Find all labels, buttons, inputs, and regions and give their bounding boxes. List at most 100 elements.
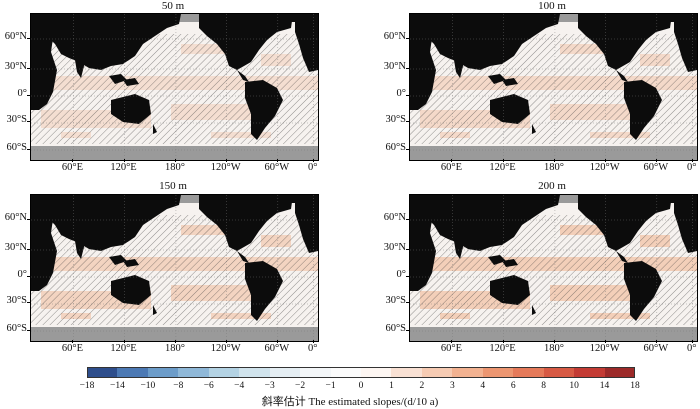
colorbar-tick-label: −18 <box>79 381 95 391</box>
land-mass <box>410 30 436 110</box>
land-mass <box>277 14 299 22</box>
latitude-label: 60°N <box>383 30 406 42</box>
longitude-tick <box>502 340 504 343</box>
latitude-tick <box>406 218 409 220</box>
land-mass <box>31 30 57 110</box>
colorbar-tick-label: −6 <box>203 381 214 391</box>
map-canvas <box>410 195 697 341</box>
longitude-label: 120°W <box>210 343 241 354</box>
panel-title: 150 m <box>159 180 187 192</box>
map-frame <box>409 13 698 161</box>
colorbar-segment <box>361 367 392 378</box>
longitude-label: 60°E <box>61 162 84 173</box>
longitude-label: 120°E <box>489 162 516 173</box>
land-mass <box>578 14 672 70</box>
latitude-label: 60°S <box>385 141 406 153</box>
land-mass <box>532 124 536 134</box>
panel-title: 50 m <box>161 0 185 12</box>
map-frame <box>409 194 698 342</box>
colorbar-tick-label: −14 <box>110 381 125 391</box>
map-frame <box>30 13 319 161</box>
panel-title: 100 m <box>538 0 566 12</box>
colorbar-segment <box>147 367 179 378</box>
land-mass <box>616 70 628 82</box>
land-mass <box>277 195 299 203</box>
latitude-tick <box>27 249 30 251</box>
longitude-tick <box>225 159 227 162</box>
latitude-label: 60°S <box>6 322 27 334</box>
longitude-label: 60°W <box>264 162 290 173</box>
land-mass <box>624 80 662 140</box>
latitude-label: 0° <box>396 268 406 280</box>
longitude-label: 60°E <box>440 343 463 354</box>
longitude-label: 120°W <box>210 162 241 173</box>
colorbar-tick-label: 6 <box>510 381 516 391</box>
longitude-label: 120°E <box>110 162 137 173</box>
sea-ice-mask <box>410 146 697 160</box>
colorbar-segment <box>421 367 453 378</box>
sea-ice-mask <box>410 327 697 341</box>
longitude-tick <box>553 159 555 162</box>
latitude-tick <box>27 329 30 331</box>
land-mass <box>295 14 318 72</box>
longitude-tick <box>553 340 555 343</box>
longitude-tick <box>502 159 504 162</box>
land-mass <box>31 211 57 291</box>
longitude-tick <box>72 159 74 162</box>
longitude-label: 180° <box>543 162 564 173</box>
latitude-label: 30°S <box>385 295 406 307</box>
longitude-tick <box>691 159 693 162</box>
colorbar-tick-label: 18 <box>630 381 640 391</box>
latitude-label: 30°N <box>383 61 406 73</box>
latitude-tick <box>406 302 409 304</box>
land-mass <box>490 275 530 305</box>
map-canvas <box>410 14 697 160</box>
longitude-tick <box>276 340 278 343</box>
latitude-label: 60°N <box>4 211 27 223</box>
colorbar-tick-label: 14 <box>599 381 610 391</box>
colorbar-tick-label: 8 <box>541 381 547 391</box>
longitude-tick <box>225 340 227 343</box>
colorbar-tick-label: 2 <box>419 381 425 391</box>
longitude-tick <box>655 159 657 162</box>
latitude-tick <box>27 148 30 150</box>
longitude-label: 0° <box>686 162 697 173</box>
colorbar-segment <box>269 367 301 378</box>
sea-ice-mask <box>31 146 318 160</box>
latitude-label: 30°S <box>6 114 27 126</box>
latitude-tick <box>406 275 409 277</box>
land-mass <box>674 14 697 72</box>
longitude-tick <box>72 340 74 343</box>
latitude-label: 30°S <box>6 295 27 307</box>
longitude-label: 60°W <box>643 162 669 173</box>
latitude-label: 0° <box>396 87 406 99</box>
colorbar-segment <box>300 367 332 378</box>
longitude-label: 0° <box>686 343 697 354</box>
land-mass <box>674 195 697 253</box>
latitude-tick <box>406 329 409 331</box>
land-mass <box>153 124 157 134</box>
colorbar-segment <box>543 367 575 378</box>
map-canvas <box>31 14 318 160</box>
longitude-label: 60°W <box>264 343 290 354</box>
land-mass <box>502 78 518 86</box>
land-mass <box>624 261 662 321</box>
latitude-tick <box>406 68 409 70</box>
land-mass <box>109 74 127 84</box>
longitude-label: 120°W <box>589 162 620 173</box>
latitude-tick <box>27 37 30 39</box>
colorbar-segment <box>330 367 362 378</box>
land-mass <box>532 305 536 315</box>
land-mass <box>295 195 318 253</box>
colorbar-tick-label: −4 <box>234 381 245 391</box>
longitude-tick <box>174 340 176 343</box>
colorbar-segment <box>208 367 240 378</box>
latitude-label: 30°N <box>383 242 406 254</box>
land-mass <box>245 261 283 321</box>
latitude-label: 60°S <box>385 322 406 334</box>
land-mass <box>237 251 249 263</box>
longitude-label: 180° <box>164 162 185 173</box>
latitude-tick <box>406 37 409 39</box>
longitude-label: 0° <box>307 343 318 354</box>
longitude-label: 60°E <box>61 343 84 354</box>
